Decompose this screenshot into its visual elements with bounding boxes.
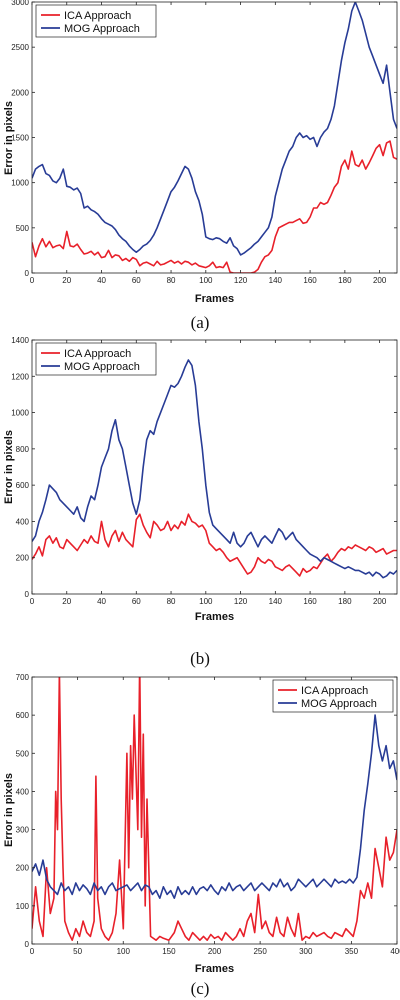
y-tick-label: 300 xyxy=(16,826,30,835)
x-tick-label: 40 xyxy=(97,597,106,606)
x-tick-label: 120 xyxy=(234,597,248,606)
x-tick-label: 160 xyxy=(303,597,317,606)
x-tick-label: 40 xyxy=(97,276,106,285)
x-axis-label: Frames xyxy=(195,293,234,305)
x-tick-label: 200 xyxy=(208,947,222,956)
x-tick-label: 180 xyxy=(338,597,352,606)
legend-box xyxy=(35,4,157,38)
figure-caption: (a) xyxy=(191,313,210,332)
y-tick-label: 1200 xyxy=(11,372,29,381)
x-tick-label: 100 xyxy=(199,597,213,606)
y-tick-label: 3000 xyxy=(11,0,29,7)
y-tick-label: 100 xyxy=(16,902,30,911)
figure-caption: (b) xyxy=(190,649,210,668)
x-tick-label: 80 xyxy=(167,597,176,606)
chart-1: 0 20 40 60 80 100 120 140 160 180 200 0 200 400 600 800… xyxy=(3,336,398,668)
x-tick-label: 100 xyxy=(199,276,213,285)
series-line-1 xyxy=(32,2,397,256)
x-tick-label: 140 xyxy=(269,276,283,285)
y-tick-label: 500 xyxy=(16,224,30,233)
plot-frame xyxy=(31,1,398,274)
x-tick-label: 150 xyxy=(162,947,176,956)
y-tick-label: 200 xyxy=(16,864,30,873)
y-axis-label: Error in pixels xyxy=(3,773,15,847)
x-tick-label: 200 xyxy=(373,597,387,606)
x-tick-label: 140 xyxy=(269,597,283,606)
x-tick-label: 0 xyxy=(30,597,35,606)
x-tick-label: 0 xyxy=(30,276,35,285)
x-tick-label: 0 xyxy=(30,947,35,956)
legend-box xyxy=(35,342,157,376)
y-tick-label: 200 xyxy=(16,554,30,563)
plot-frame xyxy=(31,339,398,595)
y-tick-label: 0 xyxy=(25,590,30,599)
y-tick-label: 1400 xyxy=(11,336,29,345)
x-tick-label: 20 xyxy=(62,276,71,285)
x-tick-label: 400 xyxy=(390,947,400,956)
x-tick-label: 160 xyxy=(303,276,317,285)
x-tick-label: 200 xyxy=(373,276,387,285)
x-tick-label: 60 xyxy=(132,276,141,285)
y-tick-label: 0 xyxy=(25,269,30,278)
legend-box xyxy=(272,679,394,713)
series-line-0 xyxy=(32,140,397,273)
y-tick-label: 800 xyxy=(16,445,30,454)
legend-label: MOG Approach xyxy=(64,361,140,373)
chart-0: 0 20 40 60 80 100 120 140 160 180 2000500100015002… xyxy=(3,0,398,332)
x-tick-label: 300 xyxy=(299,947,313,956)
legend-label: MOG Approach xyxy=(64,23,140,35)
plot-frame xyxy=(31,676,398,945)
x-tick-label: 50 xyxy=(73,947,82,956)
legend-label: MOG Approach xyxy=(301,698,377,710)
legend-label: ICA Approach xyxy=(301,685,368,697)
y-tick-label: 1000 xyxy=(11,409,29,418)
series-line-1 xyxy=(32,714,397,900)
x-axis-label: Frames xyxy=(195,963,234,975)
chart-2: 0 50 100 150 200 250 300 350 400 0 100 200 300 400 500… xyxy=(3,673,400,998)
y-tick-label: 0 xyxy=(25,940,30,949)
y-tick-label: 400 xyxy=(16,787,30,796)
y-tick-label: 400 xyxy=(16,517,30,526)
y-axis-label: Error in pixels xyxy=(3,430,15,504)
x-tick-label: 80 xyxy=(167,276,176,285)
x-tick-label: 100 xyxy=(117,947,131,956)
y-tick-label: 1000 xyxy=(11,179,29,188)
y-tick-label: 600 xyxy=(16,711,30,720)
y-axis-label: Error in pixels xyxy=(3,101,15,175)
series-line-0 xyxy=(32,677,397,942)
series-line-1 xyxy=(32,359,397,579)
y-tick-label: 700 xyxy=(16,673,30,682)
y-tick-label: 600 xyxy=(16,481,30,490)
legend-label: ICA Approach xyxy=(64,10,131,22)
y-tick-label: 2500 xyxy=(11,43,29,52)
x-tick-label: 60 xyxy=(132,597,141,606)
legend-label: ICA Approach xyxy=(64,348,131,360)
x-axis-label: Frames xyxy=(195,611,234,623)
x-tick-label: 250 xyxy=(253,947,267,956)
x-tick-label: 20 xyxy=(62,597,71,606)
x-tick-label: 180 xyxy=(338,276,352,285)
figure-caption: (c) xyxy=(191,979,210,998)
x-tick-label: 350 xyxy=(345,947,359,956)
y-tick-label: 500 xyxy=(16,749,30,758)
y-tick-label: 2000 xyxy=(11,88,29,97)
x-tick-label: 120 xyxy=(234,276,248,285)
series-line-0 xyxy=(32,513,397,577)
y-tick-label: 1500 xyxy=(11,134,29,143)
